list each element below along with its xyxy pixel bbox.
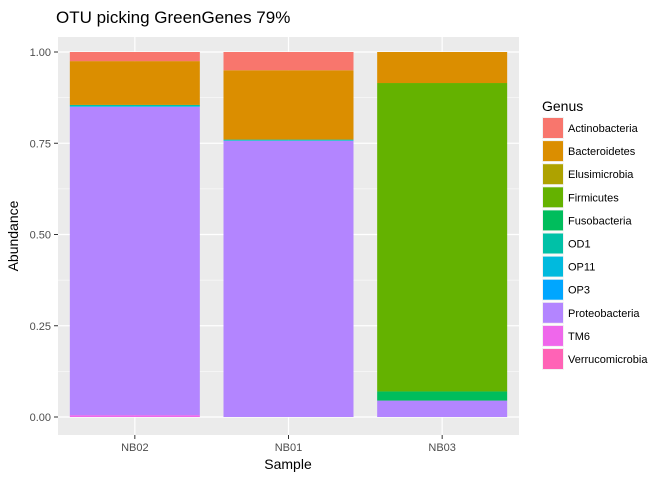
legend-swatch <box>543 118 563 138</box>
bar-segment-nb01-od1 <box>223 139 354 141</box>
legend-label: Verrucomicrobia <box>568 354 648 366</box>
legend-swatch <box>543 164 563 185</box>
legend-swatch <box>543 210 563 231</box>
y-axis: 0.00 0.25 0.50 0.75 1.00 <box>30 47 58 424</box>
legend-swatch <box>543 279 563 300</box>
bar-segment-nb03-bacteroidetes <box>377 52 508 84</box>
legend-label: OD1 <box>568 239 591 251</box>
x-tick-label: NB03 <box>428 442 456 454</box>
legend-label: Proteobacteria <box>568 308 640 320</box>
legend-swatch <box>543 325 563 346</box>
legend-swatch <box>543 187 563 208</box>
x-axis-title: Sample <box>264 456 312 472</box>
bars <box>69 52 508 417</box>
bar-segment-nb02-actinobacteria <box>69 52 200 62</box>
bar-segment-nb02-bacteroidetes <box>69 61 200 105</box>
chart-title: OTU picking GreenGenes 79% <box>56 8 290 27</box>
x-tick-label: NB01 <box>275 442 303 454</box>
y-tick-label: 0.00 <box>30 412 51 424</box>
bar-segment-nb02-tm6 <box>69 415 200 417</box>
y-tick-label: 1.00 <box>30 47 51 59</box>
y-tick-label: 0.25 <box>30 321 51 333</box>
bar-segment-nb03-firmicutes <box>377 83 508 392</box>
bar-segment-nb03-proteobacteria <box>377 400 508 417</box>
legend-label: Fusobacteria <box>568 215 632 227</box>
legend-label: Firmicutes <box>568 192 619 204</box>
x-tick-label: NB02 <box>121 442 149 454</box>
bar-segment-nb03-fusobacteria <box>377 391 508 401</box>
legend-items: Actinobacteria Bacteroidetes Elusimicrobia… <box>542 117 648 370</box>
y-tick-label: 0.75 <box>30 138 51 150</box>
bar-segment-nb02-od1 <box>69 104 200 107</box>
legend-swatch <box>543 349 563 369</box>
legend-swatch <box>543 256 563 277</box>
legend: Genus Actinobacteria Bacteroidetes Elusimi… <box>542 98 648 370</box>
bar-segment-nb01-actinobacteria <box>223 52 354 71</box>
legend-swatch <box>543 141 563 162</box>
x-axis: NB02 NB01 NB03 <box>121 435 456 454</box>
legend-label: TM6 <box>568 331 590 343</box>
legend-label: Actinobacteria <box>568 123 639 135</box>
legend-swatch <box>543 302 563 323</box>
legend-label: Bacteroidetes <box>568 146 636 158</box>
legend-label: OP11 <box>568 262 595 274</box>
bar-segment-nb01-bacteroidetes <box>223 70 354 140</box>
y-tick-label: 0.50 <box>30 230 51 242</box>
legend-label: Elusimicrobia <box>568 169 634 181</box>
legend-title: Genus <box>542 98 583 114</box>
bar-segment-nb02-proteobacteria <box>69 106 200 416</box>
y-axis-title: Abundance <box>5 200 21 271</box>
legend-label: OP3 <box>568 285 590 297</box>
bar-segment-nb02-op11 <box>69 106 200 107</box>
bar-segment-nb01-proteobacteria <box>223 140 354 417</box>
legend-swatch <box>543 233 563 254</box>
bar-segment-nb01-op11 <box>223 140 354 141</box>
